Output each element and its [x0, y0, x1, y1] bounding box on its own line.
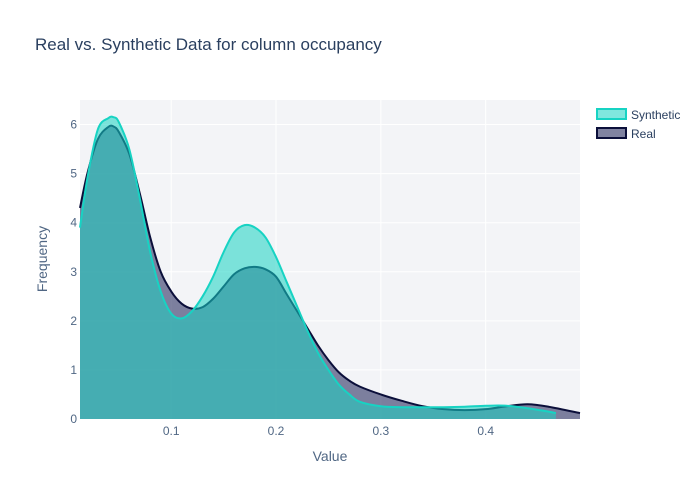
legend-label-real: Real: [631, 127, 656, 141]
y-tick-label: 1: [70, 363, 77, 377]
y-axis-title: Frequency: [34, 226, 50, 292]
x-axis-title: Value: [313, 448, 348, 464]
area-fill-synthetic: [80, 116, 556, 420]
x-axis-ticks: 0.1 0.2 0.3 0.4: [163, 424, 494, 438]
y-axis-ticks: 0 1 2 3 4 5 6: [70, 118, 77, 426]
legend-item-synthetic[interactable]: Synthetic: [596, 108, 680, 122]
y-tick-label: 3: [70, 265, 77, 279]
series-areas: [79, 115, 581, 420]
y-tick-label: 2: [70, 314, 77, 328]
y-tick-label: 5: [70, 167, 77, 181]
y-tick-label: 4: [70, 216, 77, 230]
x-tick-label: 0.4: [477, 424, 494, 438]
legend-label-synthetic: Synthetic: [631, 108, 680, 122]
chart-title: Real vs. Synthetic Data for column occup…: [35, 35, 382, 54]
legend-swatch-real: [596, 127, 627, 139]
legend-item-real[interactable]: Real: [596, 127, 656, 141]
x-tick-label: 0.3: [372, 424, 389, 438]
legend[interactable]: Synthetic Real: [596, 108, 680, 141]
y-tick-label: 6: [70, 118, 77, 132]
y-tick-label: 0: [70, 412, 77, 426]
x-tick-label: 0.1: [163, 424, 180, 438]
x-tick-label: 0.2: [268, 424, 285, 438]
legend-swatch-synthetic: [596, 108, 627, 120]
series-line-synthetic: [79, 115, 557, 415]
